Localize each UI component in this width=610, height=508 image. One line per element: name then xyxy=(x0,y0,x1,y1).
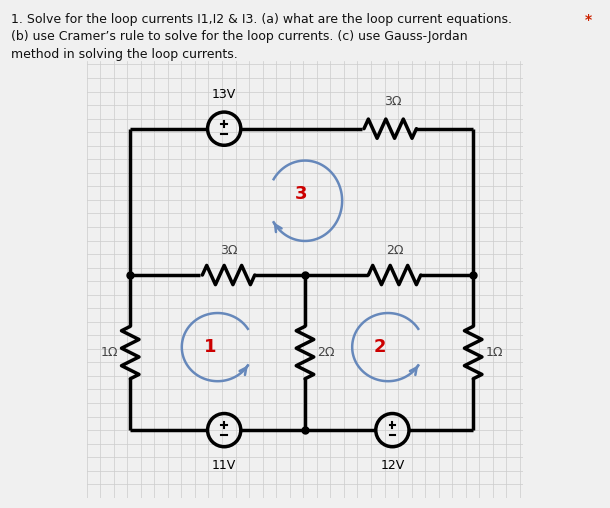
Text: 1: 1 xyxy=(204,338,216,356)
Text: 2Ω: 2Ω xyxy=(317,346,335,359)
Text: 1Ω: 1Ω xyxy=(486,346,503,359)
Text: 1. Solve for the loop currents I1,I2 & I3. (a) what are the loop current equatio: 1. Solve for the loop currents I1,I2 & I… xyxy=(11,13,512,26)
Text: 3: 3 xyxy=(295,185,307,203)
Text: 2: 2 xyxy=(374,338,386,356)
Text: 3Ω: 3Ω xyxy=(384,94,401,108)
Text: 3Ω: 3Ω xyxy=(220,244,237,257)
Text: (b) use Cramer’s rule to solve for the loop currents. (c) use Gauss-Jordan: (b) use Cramer’s rule to solve for the l… xyxy=(11,30,468,44)
Text: 11V: 11V xyxy=(212,459,236,472)
Text: 13V: 13V xyxy=(212,88,236,101)
Text: *: * xyxy=(584,13,592,27)
Text: 12V: 12V xyxy=(380,459,404,472)
Text: method in solving the loop currents.: method in solving the loop currents. xyxy=(11,48,238,61)
Text: 2Ω: 2Ω xyxy=(386,244,403,257)
Text: 1Ω: 1Ω xyxy=(101,346,118,359)
